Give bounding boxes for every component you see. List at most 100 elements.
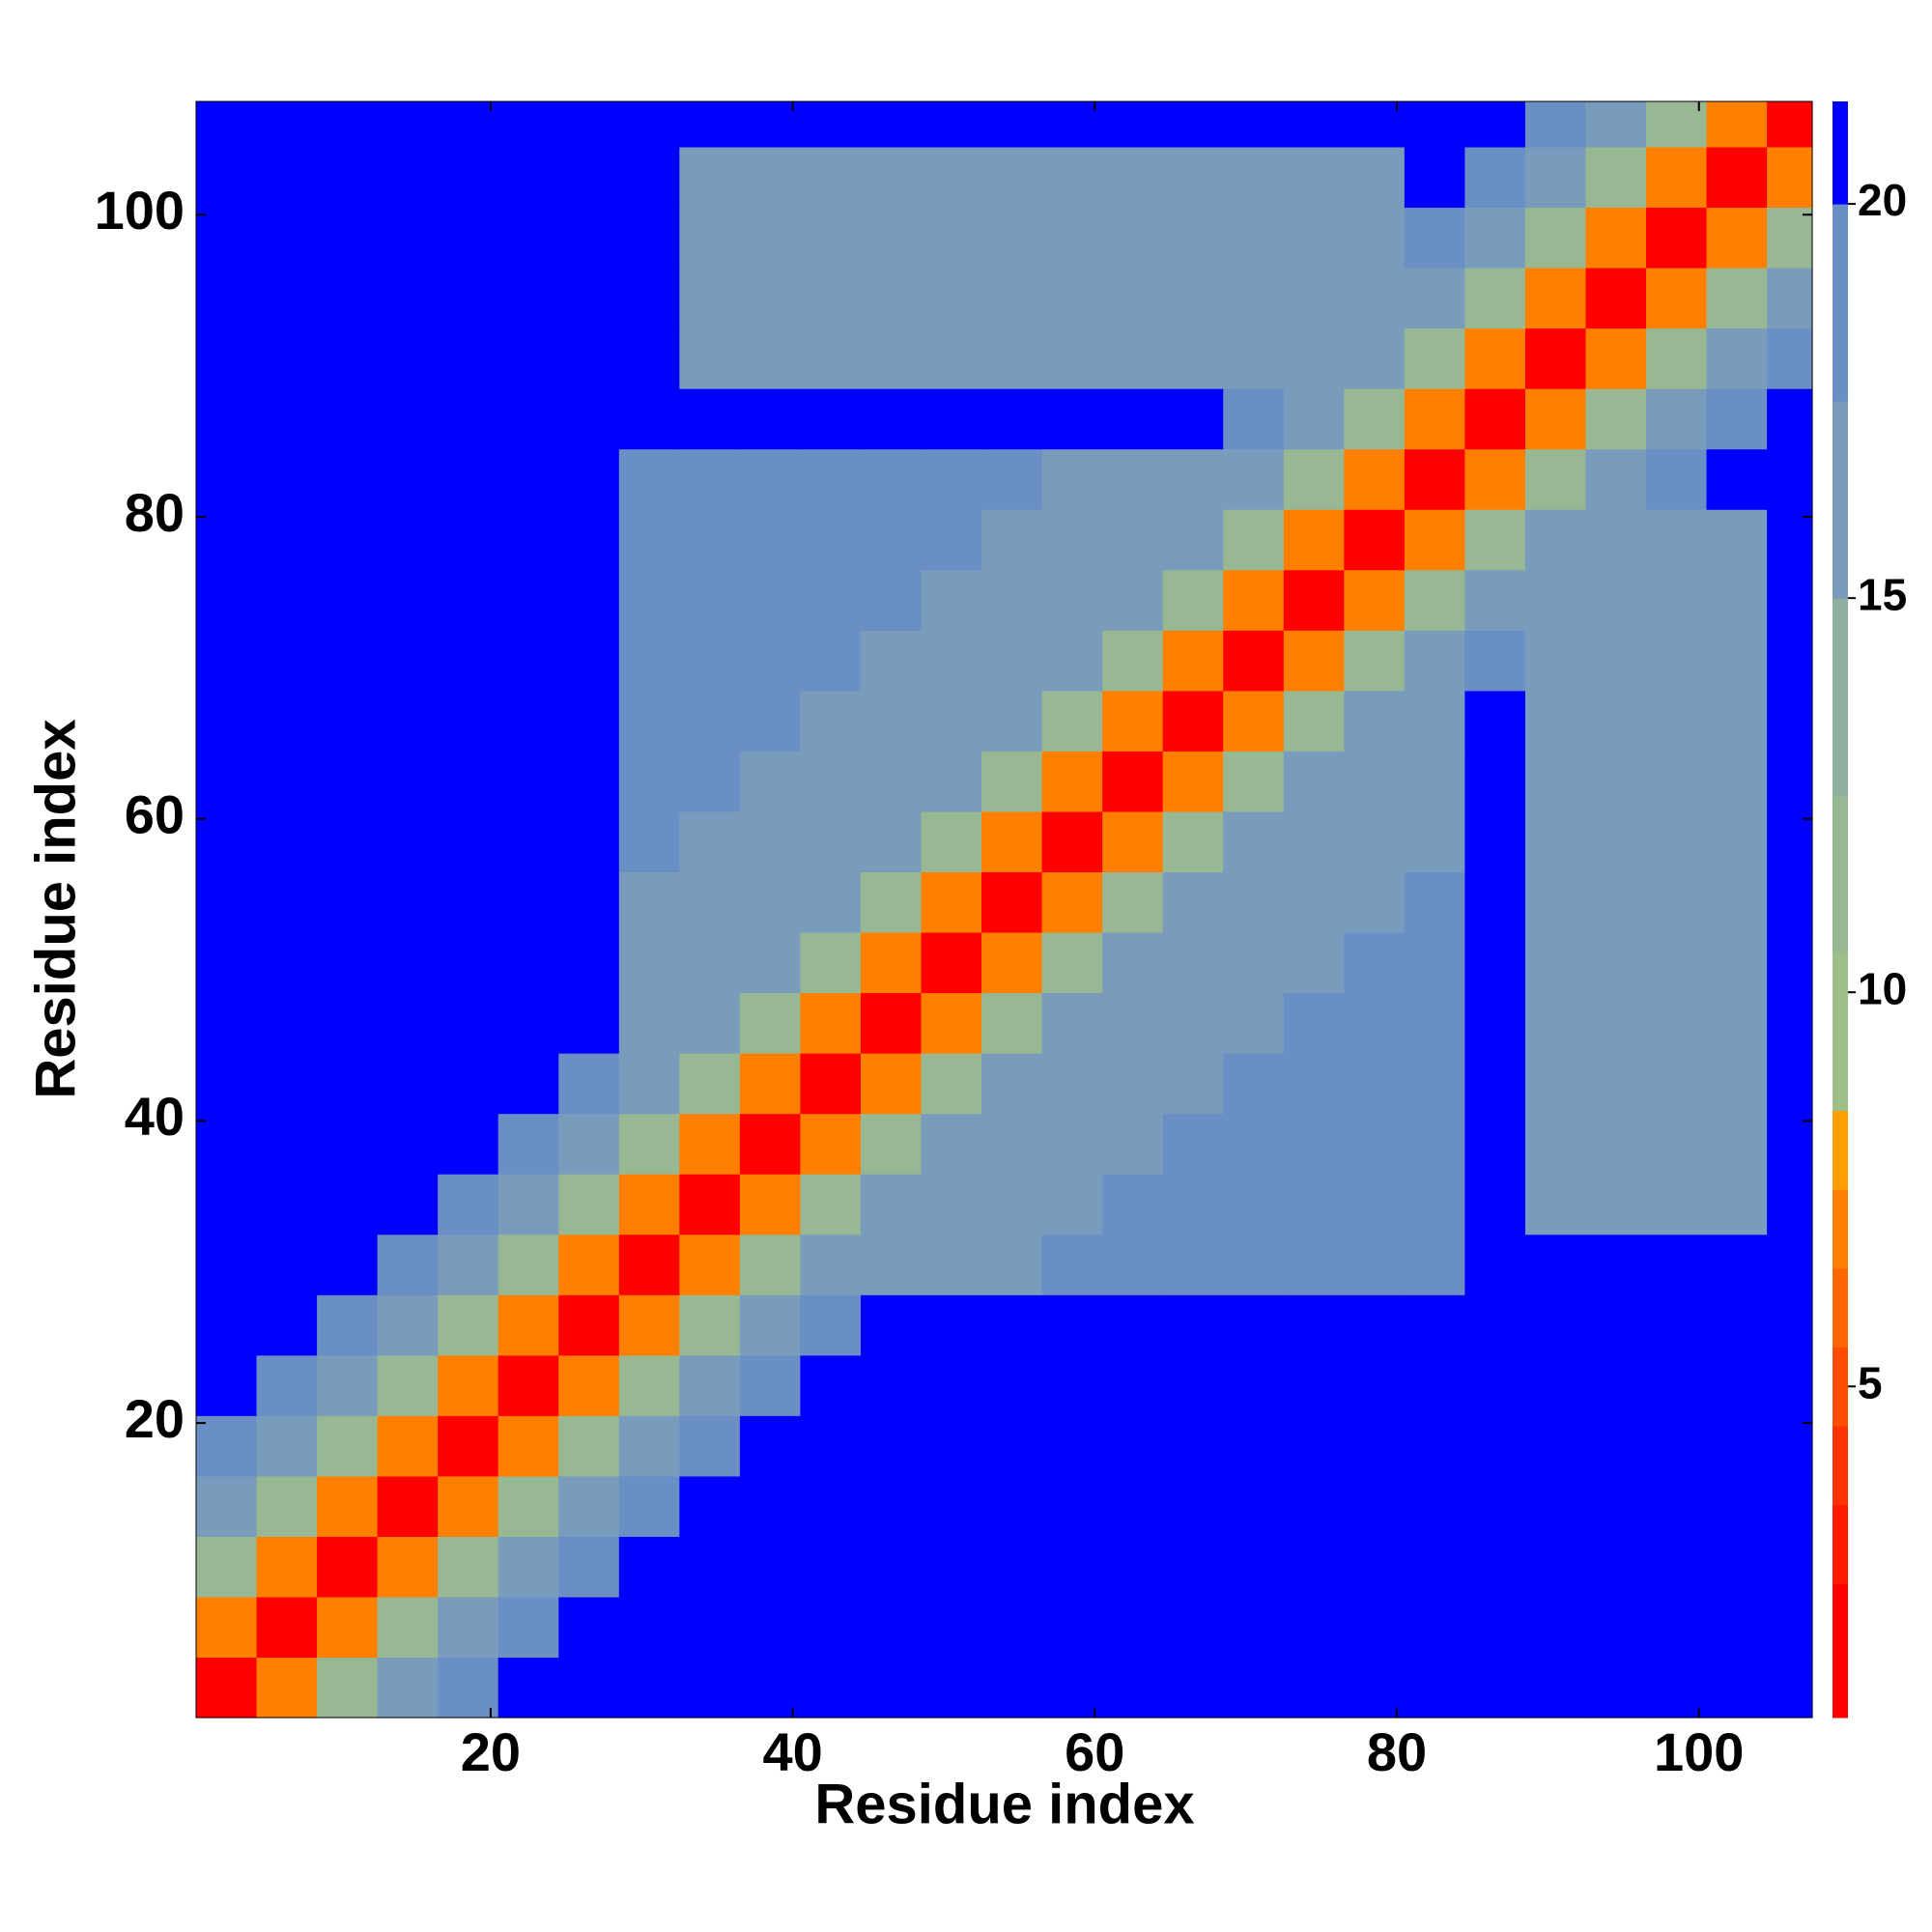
heatmap-cell — [256, 569, 318, 631]
heatmap-cell — [739, 146, 802, 209]
heatmap-cell — [438, 327, 499, 389]
heatmap-cell — [679, 207, 741, 269]
heatmap-cell — [1404, 509, 1465, 571]
heatmap-cell — [1585, 1354, 1647, 1416]
heatmap-cell — [1585, 509, 1647, 571]
heatmap-cell — [1767, 871, 1813, 933]
heatmap-cell — [1767, 690, 1813, 752]
heatmap-cell — [558, 509, 620, 571]
heatmap-cell — [981, 569, 1043, 631]
heatmap-cell — [1646, 992, 1708, 1054]
heatmap-cell — [438, 931, 499, 994]
heatmap-cell — [739, 1113, 802, 1175]
heatmap-cell — [1223, 1174, 1285, 1236]
heatmap-cell — [679, 1053, 741, 1115]
heatmap-cell — [377, 267, 439, 329]
heatmap-cell — [1344, 1113, 1406, 1175]
heatmap-cell — [1524, 871, 1587, 933]
heatmap-cell — [1585, 448, 1647, 510]
heatmap-cell — [1464, 1174, 1526, 1236]
y-tick-label: 20 — [125, 1388, 185, 1449]
heatmap-cell — [1283, 569, 1345, 631]
heatmap-cell — [196, 327, 258, 389]
heatmap-cell — [1223, 751, 1285, 812]
heatmap-cell — [497, 751, 559, 812]
heatmap-cell — [1706, 992, 1768, 1054]
heatmap-cell — [739, 1596, 802, 1659]
heatmap-cell — [1223, 1354, 1285, 1416]
heatmap-cell — [1524, 751, 1587, 812]
heatmap-cell — [1162, 1596, 1224, 1659]
heatmap-cell — [1646, 690, 1708, 752]
heatmap-cell — [1706, 569, 1768, 631]
heatmap-cell — [256, 931, 318, 994]
heatmap-cell — [1283, 931, 1345, 994]
heatmap-cell — [196, 810, 258, 873]
heatmap-cell — [800, 1415, 862, 1477]
heatmap-cell — [800, 1053, 862, 1115]
heatmap-cell — [1646, 1053, 1708, 1115]
colorbar-segment — [1833, 204, 1848, 402]
heatmap-cell — [800, 207, 862, 269]
heatmap-cell — [921, 751, 982, 812]
heatmap-cell — [800, 810, 862, 873]
heatmap-cell — [1646, 388, 1708, 450]
heatmap-cell — [1646, 1234, 1708, 1295]
heatmap-cell — [1464, 1657, 1526, 1719]
heatmap-cell — [256, 388, 318, 450]
heatmap-cell — [800, 871, 862, 933]
heatmap-cell — [497, 388, 559, 450]
heatmap-cell — [1767, 810, 1813, 873]
heatmap-cell — [1162, 1294, 1224, 1356]
heatmap-cell — [558, 327, 620, 389]
heatmap-cell — [618, 751, 680, 812]
heatmap-cell — [377, 871, 439, 933]
heatmap-cell — [196, 1475, 258, 1537]
heatmap-cell — [1223, 871, 1285, 933]
heatmap-cell — [1646, 146, 1708, 209]
heatmap-cell — [981, 267, 1043, 329]
heatmap-cell — [618, 1234, 680, 1295]
heatmap-cell — [1102, 1536, 1164, 1598]
heatmap-cell — [1041, 267, 1103, 329]
y-axis-label: Residue index — [24, 719, 87, 1098]
heatmap-cell — [1767, 1234, 1813, 1295]
heatmap-cell — [921, 388, 982, 450]
heatmap-cell — [1041, 1536, 1103, 1598]
heatmap-cell — [1404, 1113, 1465, 1175]
heatmap-cell — [1404, 1354, 1465, 1416]
heatmap-cell — [558, 871, 620, 933]
heatmap-cell — [558, 1657, 620, 1719]
heatmap-cell — [1102, 509, 1164, 571]
heatmap-cell — [1585, 810, 1647, 873]
heatmap-cell — [438, 1415, 499, 1477]
heatmap-cell — [1646, 327, 1708, 389]
heatmap-cell — [921, 1354, 982, 1416]
heatmap-cell — [800, 267, 862, 329]
heatmap-cell — [921, 509, 982, 571]
heatmap-cell — [558, 1596, 620, 1659]
heatmap-cell — [438, 1113, 499, 1175]
y-tick-label: 60 — [125, 783, 185, 844]
heatmap-cell — [921, 1415, 982, 1477]
heatmap-cell — [1524, 810, 1587, 873]
heatmap-cell — [1283, 207, 1345, 269]
heatmap-cell — [1524, 509, 1587, 571]
heatmap-cell — [860, 1596, 923, 1659]
heatmap-cell — [618, 146, 680, 209]
heatmap-cell — [1344, 1174, 1406, 1236]
heatmap-cell — [1464, 1536, 1526, 1598]
heatmap-cell — [317, 1113, 379, 1175]
heatmap-cell — [438, 1354, 499, 1416]
heatmap-cell — [1223, 1415, 1285, 1477]
heatmap-cell — [1223, 931, 1285, 994]
heatmap-cell — [497, 1657, 559, 1719]
heatmap-cell — [558, 448, 620, 510]
heatmap-cell — [438, 146, 499, 209]
heatmap-cell — [981, 1415, 1043, 1477]
heatmap-cell — [196, 146, 258, 209]
heatmap-cell — [256, 1174, 318, 1236]
heatmap-cell — [739, 1354, 802, 1416]
heatmap-cell — [497, 509, 559, 571]
